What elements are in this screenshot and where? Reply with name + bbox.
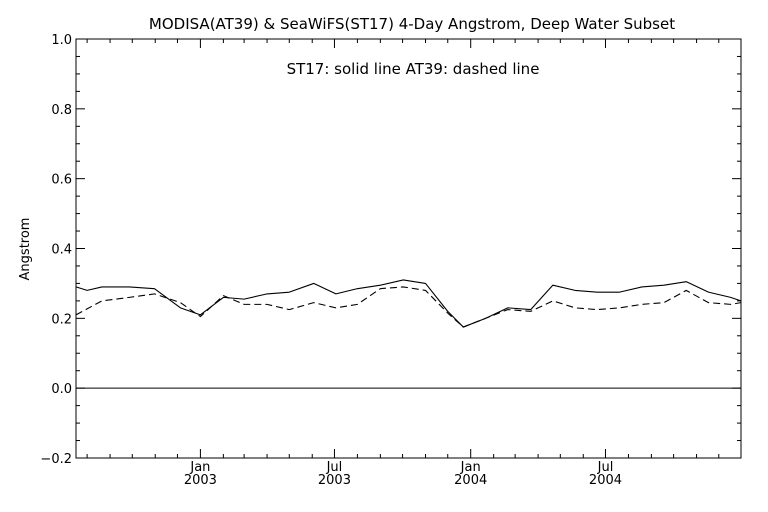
x-tick-label-month: Jul [326,460,343,475]
axis-layer: −0.20.00.20.40.60.81.0Jan2003Jul2003Jan2… [40,33,742,488]
y-tick-label: −0.2 [40,452,72,467]
x-tick-label-month: Jan [189,460,210,475]
chart-title: MODISA(AT39) & SeaWiFS(ST17) 4-Day Angst… [149,15,675,33]
y-tick-label: 0.4 [51,243,72,258]
y-tick-label: 0.6 [51,173,72,188]
series-line-st17 [75,279,742,328]
x-tick-label-year: 2003 [318,473,351,488]
y-tick-label: 0.2 [51,312,72,327]
y-axis-label: Angstrom [18,218,33,281]
y-tick-label: 0.0 [51,382,72,397]
x-tick-label-year: 2003 [184,473,217,488]
y-tick-label: 0.8 [51,103,72,118]
series-line-at39 [75,286,742,328]
x-tick-label-month: Jul [597,460,614,475]
x-tick-label-year: 2004 [589,473,622,488]
series-layer [75,279,742,328]
x-tick-label-year: 2004 [454,473,487,488]
x-tick-label-month: Jan [460,460,481,475]
chart-annotation: ST17: solid line AT39: dashed line [287,60,540,78]
y-tick-label: 1.0 [51,33,72,48]
